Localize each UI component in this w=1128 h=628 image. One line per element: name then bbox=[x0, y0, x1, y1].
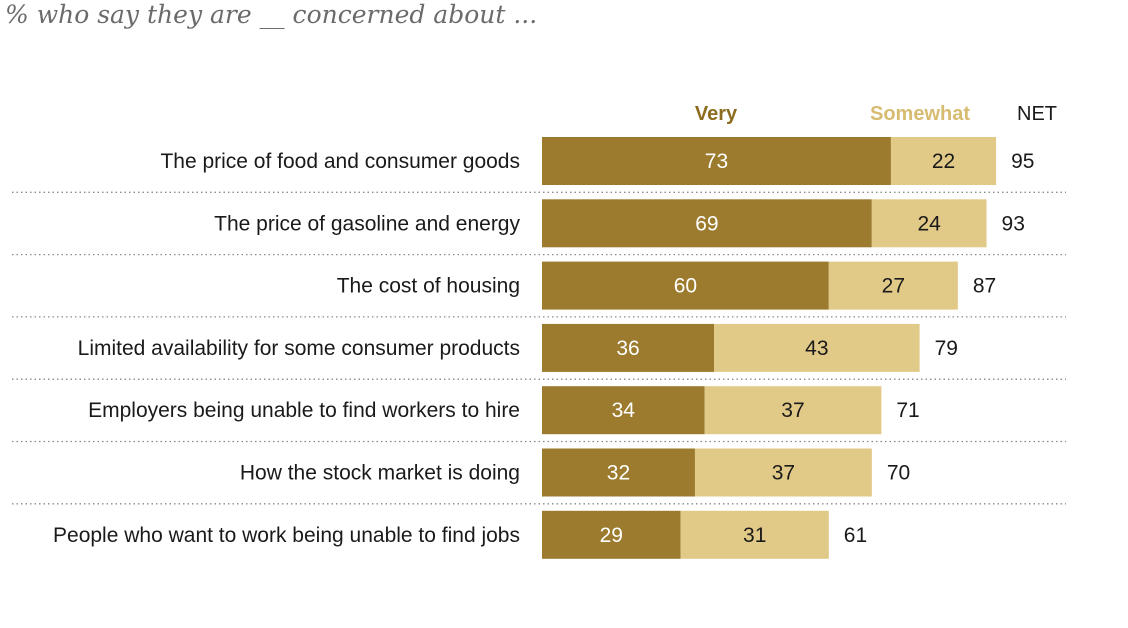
category-label: People who want to work being unable to … bbox=[53, 524, 520, 547]
stacked-bar-chart: Very Somewhat NET The price of food and con… bbox=[0, 0, 1128, 628]
value-very: 29 bbox=[600, 524, 623, 547]
category-label: The price of food and consumer goods bbox=[160, 150, 520, 173]
value-net: 79 bbox=[935, 337, 958, 360]
value-net: 70 bbox=[887, 462, 910, 485]
value-very: 73 bbox=[705, 150, 728, 173]
category-label: Limited availability for some consumer p… bbox=[78, 337, 520, 360]
value-somewhat: 22 bbox=[932, 150, 955, 173]
value-very: 60 bbox=[674, 275, 697, 298]
value-somewhat: 27 bbox=[882, 275, 905, 298]
value-very: 32 bbox=[607, 462, 630, 485]
value-somewhat: 31 bbox=[743, 524, 766, 547]
value-very: 34 bbox=[612, 399, 636, 422]
value-somewhat: 43 bbox=[805, 337, 828, 360]
legend-net: NET bbox=[1017, 103, 1057, 125]
legend-very: Very bbox=[695, 103, 738, 125]
value-very: 69 bbox=[695, 212, 718, 235]
value-net: 95 bbox=[1011, 150, 1034, 173]
value-net: 61 bbox=[844, 524, 867, 547]
value-net: 71 bbox=[896, 399, 919, 422]
value-very: 36 bbox=[616, 337, 639, 360]
legend-somewhat: Somewhat bbox=[870, 103, 970, 125]
value-somewhat: 37 bbox=[772, 462, 795, 485]
value-somewhat: 37 bbox=[781, 399, 804, 422]
value-somewhat: 24 bbox=[918, 212, 942, 235]
value-net: 87 bbox=[973, 275, 996, 298]
value-net: 93 bbox=[1002, 212, 1025, 235]
category-label: The cost of housing bbox=[337, 275, 520, 298]
category-label: How the stock market is doing bbox=[240, 462, 520, 485]
category-label: The price of gasoline and energy bbox=[214, 212, 520, 235]
category-label: Employers being unable to find workers t… bbox=[88, 399, 520, 422]
